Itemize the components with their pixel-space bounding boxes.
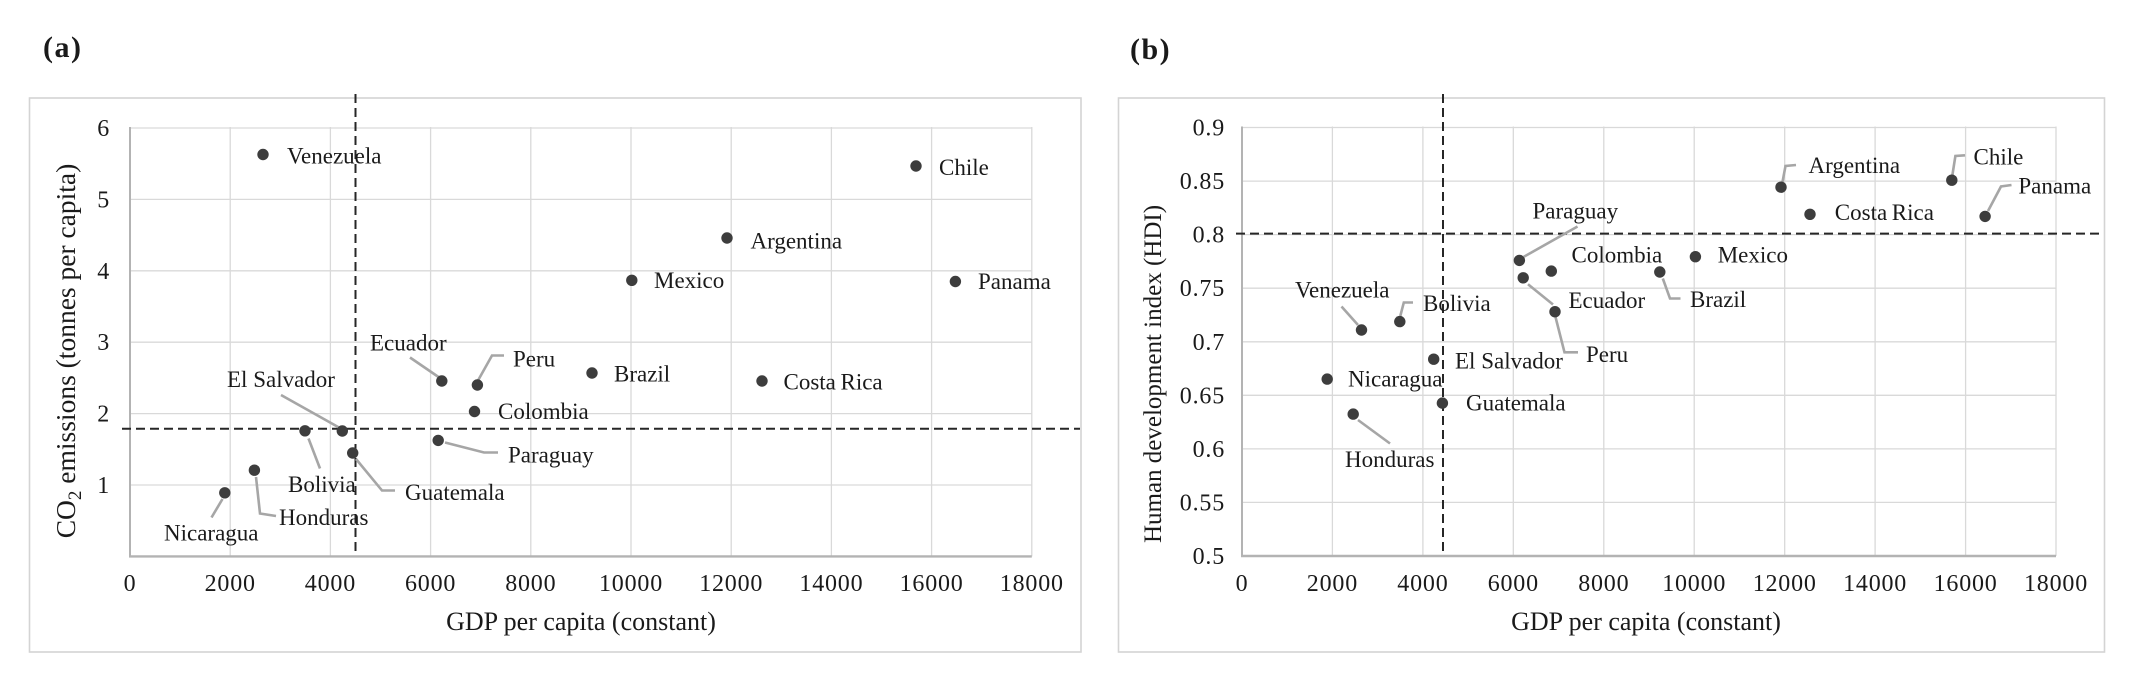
svg-text:18000: 18000 [2024, 571, 2088, 597]
svg-text:0.7: 0.7 [1193, 330, 1225, 356]
svg-text:14000: 14000 [1843, 571, 1907, 597]
svg-text:Colombia: Colombia [1572, 243, 1663, 268]
svg-text:1: 1 [97, 473, 110, 499]
svg-text:Nicaragua: Nicaragua [1348, 367, 1443, 392]
svg-text:Panama: Panama [978, 269, 1051, 294]
svg-text:Brazil: Brazil [1690, 287, 1746, 312]
svg-text:Argentina: Argentina [1809, 153, 1901, 178]
svg-text:Mexico: Mexico [654, 268, 724, 293]
svg-text:Guatemala: Guatemala [405, 480, 505, 505]
svg-text:10000: 10000 [599, 571, 663, 597]
svg-text:14000: 14000 [799, 571, 863, 597]
svg-text:(a): (a) [43, 31, 82, 64]
svg-text:6000: 6000 [405, 571, 456, 597]
svg-text:El Salvador: El Salvador [1455, 349, 1563, 374]
svg-text:Honduras: Honduras [279, 505, 368, 530]
svg-text:2000: 2000 [1307, 571, 1358, 597]
svg-text:0.85: 0.85 [1180, 169, 1225, 195]
svg-text:Venezuela: Venezuela [1295, 278, 1390, 303]
svg-text:16000: 16000 [1934, 571, 1998, 597]
svg-text:Costa Rica: Costa Rica [1835, 200, 1934, 225]
svg-text:Argentina: Argentina [751, 229, 843, 254]
svg-text:Panama: Panama [2018, 173, 2091, 198]
svg-text:4000: 4000 [305, 571, 356, 597]
svg-text:4: 4 [97, 259, 110, 285]
svg-text:Human development index (HDI): Human development index (HDI) [1140, 205, 1167, 543]
svg-text:4000: 4000 [1397, 571, 1448, 597]
svg-text:Costa Rica: Costa Rica [784, 370, 883, 395]
svg-text:Nicaragua: Nicaragua [164, 521, 259, 546]
svg-text:12000: 12000 [1753, 571, 1817, 597]
svg-text:16000: 16000 [900, 571, 964, 597]
svg-text:6: 6 [97, 116, 110, 142]
svg-text:(b): (b) [1130, 33, 1171, 66]
svg-text:0.9: 0.9 [1193, 116, 1225, 142]
svg-text:10000: 10000 [1662, 571, 1726, 597]
svg-text:0: 0 [124, 571, 137, 597]
svg-text:Chile: Chile [939, 155, 989, 180]
svg-text:18000: 18000 [1000, 571, 1064, 597]
svg-text:Brazil: Brazil [614, 362, 670, 387]
svg-text:0.55: 0.55 [1180, 490, 1225, 516]
svg-text:0.75: 0.75 [1180, 276, 1225, 302]
svg-text:GDP per capita (constant): GDP per capita (constant) [446, 607, 716, 636]
svg-text:Colombia: Colombia [498, 399, 589, 424]
svg-text:CO2 emissions (tonnes per capi: CO2 emissions (tonnes per capita) [50, 164, 86, 539]
svg-text:8000: 8000 [1578, 571, 1629, 597]
svg-text:Ecuador: Ecuador [1569, 288, 1646, 313]
svg-text:0: 0 [1236, 571, 1249, 597]
svg-text:Bolivia: Bolivia [1423, 291, 1491, 316]
svg-text:Paraguay: Paraguay [1533, 199, 1619, 224]
svg-text:6000: 6000 [1488, 571, 1539, 597]
svg-text:Ecuador: Ecuador [370, 331, 447, 356]
svg-text:12000: 12000 [699, 571, 763, 597]
svg-text:El Salvador: El Salvador [227, 367, 335, 392]
svg-text:Peru: Peru [513, 347, 556, 372]
svg-text:Bolivia: Bolivia [288, 472, 356, 497]
svg-text:GDP per capita (constant): GDP per capita (constant) [1511, 607, 1781, 636]
svg-text:Peru: Peru [1586, 342, 1629, 367]
svg-text:0.5: 0.5 [1193, 544, 1225, 570]
svg-text:0.6: 0.6 [1193, 437, 1225, 463]
svg-text:0.8: 0.8 [1193, 223, 1225, 249]
svg-text:Guatemala: Guatemala [1466, 391, 1566, 416]
svg-text:Venezuela: Venezuela [287, 144, 382, 169]
svg-text:Mexico: Mexico [1718, 243, 1788, 268]
svg-text:5: 5 [97, 187, 110, 213]
svg-text:8000: 8000 [505, 571, 556, 597]
svg-text:0.65: 0.65 [1180, 383, 1225, 409]
svg-text:3: 3 [97, 330, 110, 356]
svg-text:2000: 2000 [205, 571, 256, 597]
svg-text:Chile: Chile [1974, 144, 2024, 169]
svg-text:Paraguay: Paraguay [508, 443, 594, 468]
svg-text:Honduras: Honduras [1345, 447, 1434, 472]
svg-text:2: 2 [97, 402, 110, 428]
